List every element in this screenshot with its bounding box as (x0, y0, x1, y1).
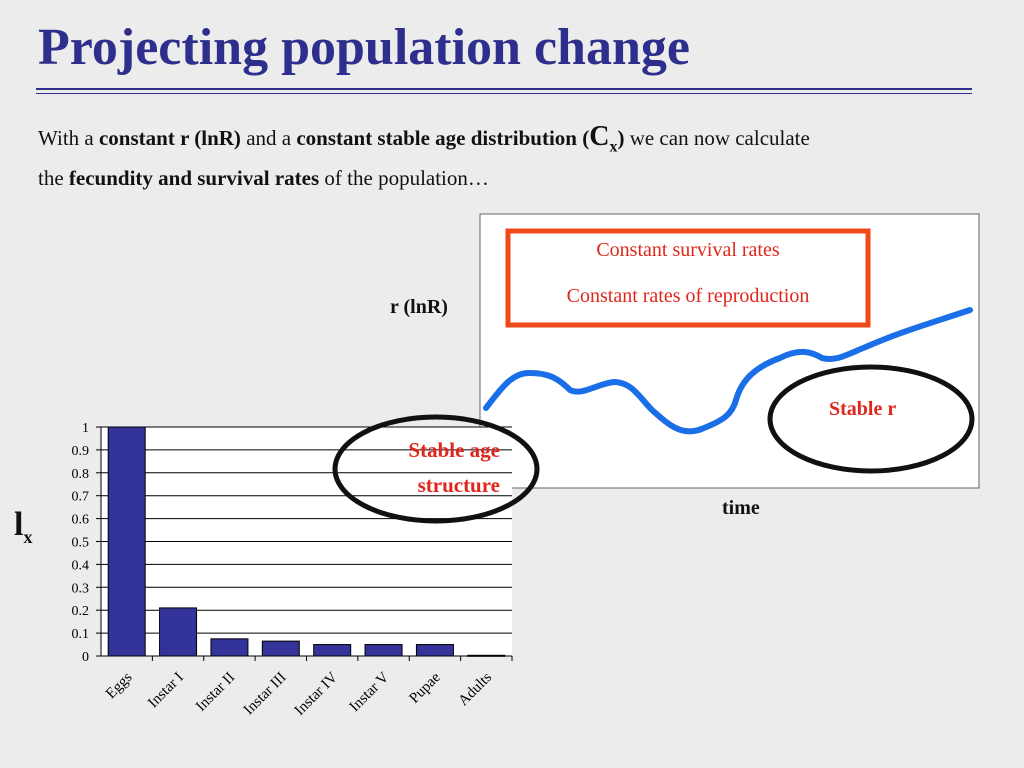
title-rule (36, 88, 972, 90)
intro-text: With a constant r (lnR) and a constant s… (38, 122, 988, 193)
y-tick-label: 0.7 (72, 490, 90, 505)
x-tick-label: Pupae (407, 669, 444, 706)
intro-text-4: the (38, 165, 69, 190)
stable-age-line1: Stable age (408, 438, 500, 462)
intro-text-2: and a (240, 126, 297, 150)
bar-instar-iv (313, 644, 352, 657)
y-tick-label: 0.5 (72, 536, 90, 551)
x-tick-label: Adults (456, 669, 496, 709)
y-tick-label: 1 (82, 421, 89, 436)
y-tick-label: 0.9 (72, 444, 90, 459)
box-line-reproduction: Constant rates of reproduction (566, 285, 810, 307)
r-axis-label: r (lnR) (390, 296, 448, 318)
box-line-survival: Constant survival rates (596, 239, 780, 261)
bar-instar-iii (261, 640, 300, 657)
bar-instar-i (159, 607, 198, 657)
x-tick-label: Instar IV (292, 669, 341, 718)
y-tick-labels: 0 0.1 0.2 0.3 0.4 0.5 0.6 0.7 0.8 0.9 1 (72, 421, 101, 665)
x-tick-labels: Eggs Instar I Instar II Instar III Instar IV… (103, 656, 513, 719)
y-tick-label: 0.4 (72, 558, 90, 573)
stable-age-line2: structure (417, 473, 500, 497)
intro-bold-stable: constant stable age distribution ( (296, 126, 590, 150)
y-tick-label: 0.1 (72, 627, 90, 642)
bar-eggs (107, 426, 146, 657)
intro-bold-close: ) (617, 126, 625, 150)
intro-text-5: of the population… (319, 165, 489, 190)
intro-text-3: we can now calculate (624, 126, 810, 150)
y-tick-label: 0.6 (72, 513, 90, 528)
bar-pupae (415, 644, 454, 657)
x-tick-label: Eggs (103, 669, 136, 702)
cx-main: C (589, 121, 610, 152)
x-tick-label: Instar I (145, 670, 187, 712)
y-tick-label: 0.8 (72, 467, 90, 482)
lx-label: lx (14, 506, 32, 548)
intro-text-1: With a (38, 126, 99, 150)
x-tick-label: Instar V (347, 669, 393, 715)
stable-r-label: Stable r (829, 398, 897, 420)
y-tick-label: 0.3 (72, 581, 90, 596)
bar-instar-v (364, 644, 403, 657)
constant-rates-box (505, 228, 871, 328)
stable-age-circle (332, 414, 540, 524)
r-time-series-line (483, 307, 973, 435)
intro-bold-r: constant r (lnR) (98, 126, 241, 150)
cx-symbol: Cx (589, 121, 617, 156)
x-tick-label: Instar III (241, 670, 290, 719)
lx-main: l (14, 506, 24, 543)
cx-sub: x (609, 138, 618, 156)
lx-bar-chart: 0 0.1 0.2 0.3 0.4 0.5 0.6 0.7 0.8 0.9 1 Eggs Instar… (72, 421, 513, 719)
y-tick-label: 0.2 (72, 604, 90, 619)
x-tick-label: Instar II (193, 670, 238, 715)
bar-instar-ii (210, 638, 249, 657)
y-tick-label: 0 (82, 650, 89, 665)
intro-bold-rates: fecundity and survival rates (68, 165, 320, 190)
stable-r-circle (767, 364, 975, 474)
page-title: Projecting population change (38, 19, 690, 76)
title-rule-thin (36, 93, 972, 94)
lx-sub: x (23, 526, 33, 547)
time-axis-label: time (722, 497, 760, 519)
